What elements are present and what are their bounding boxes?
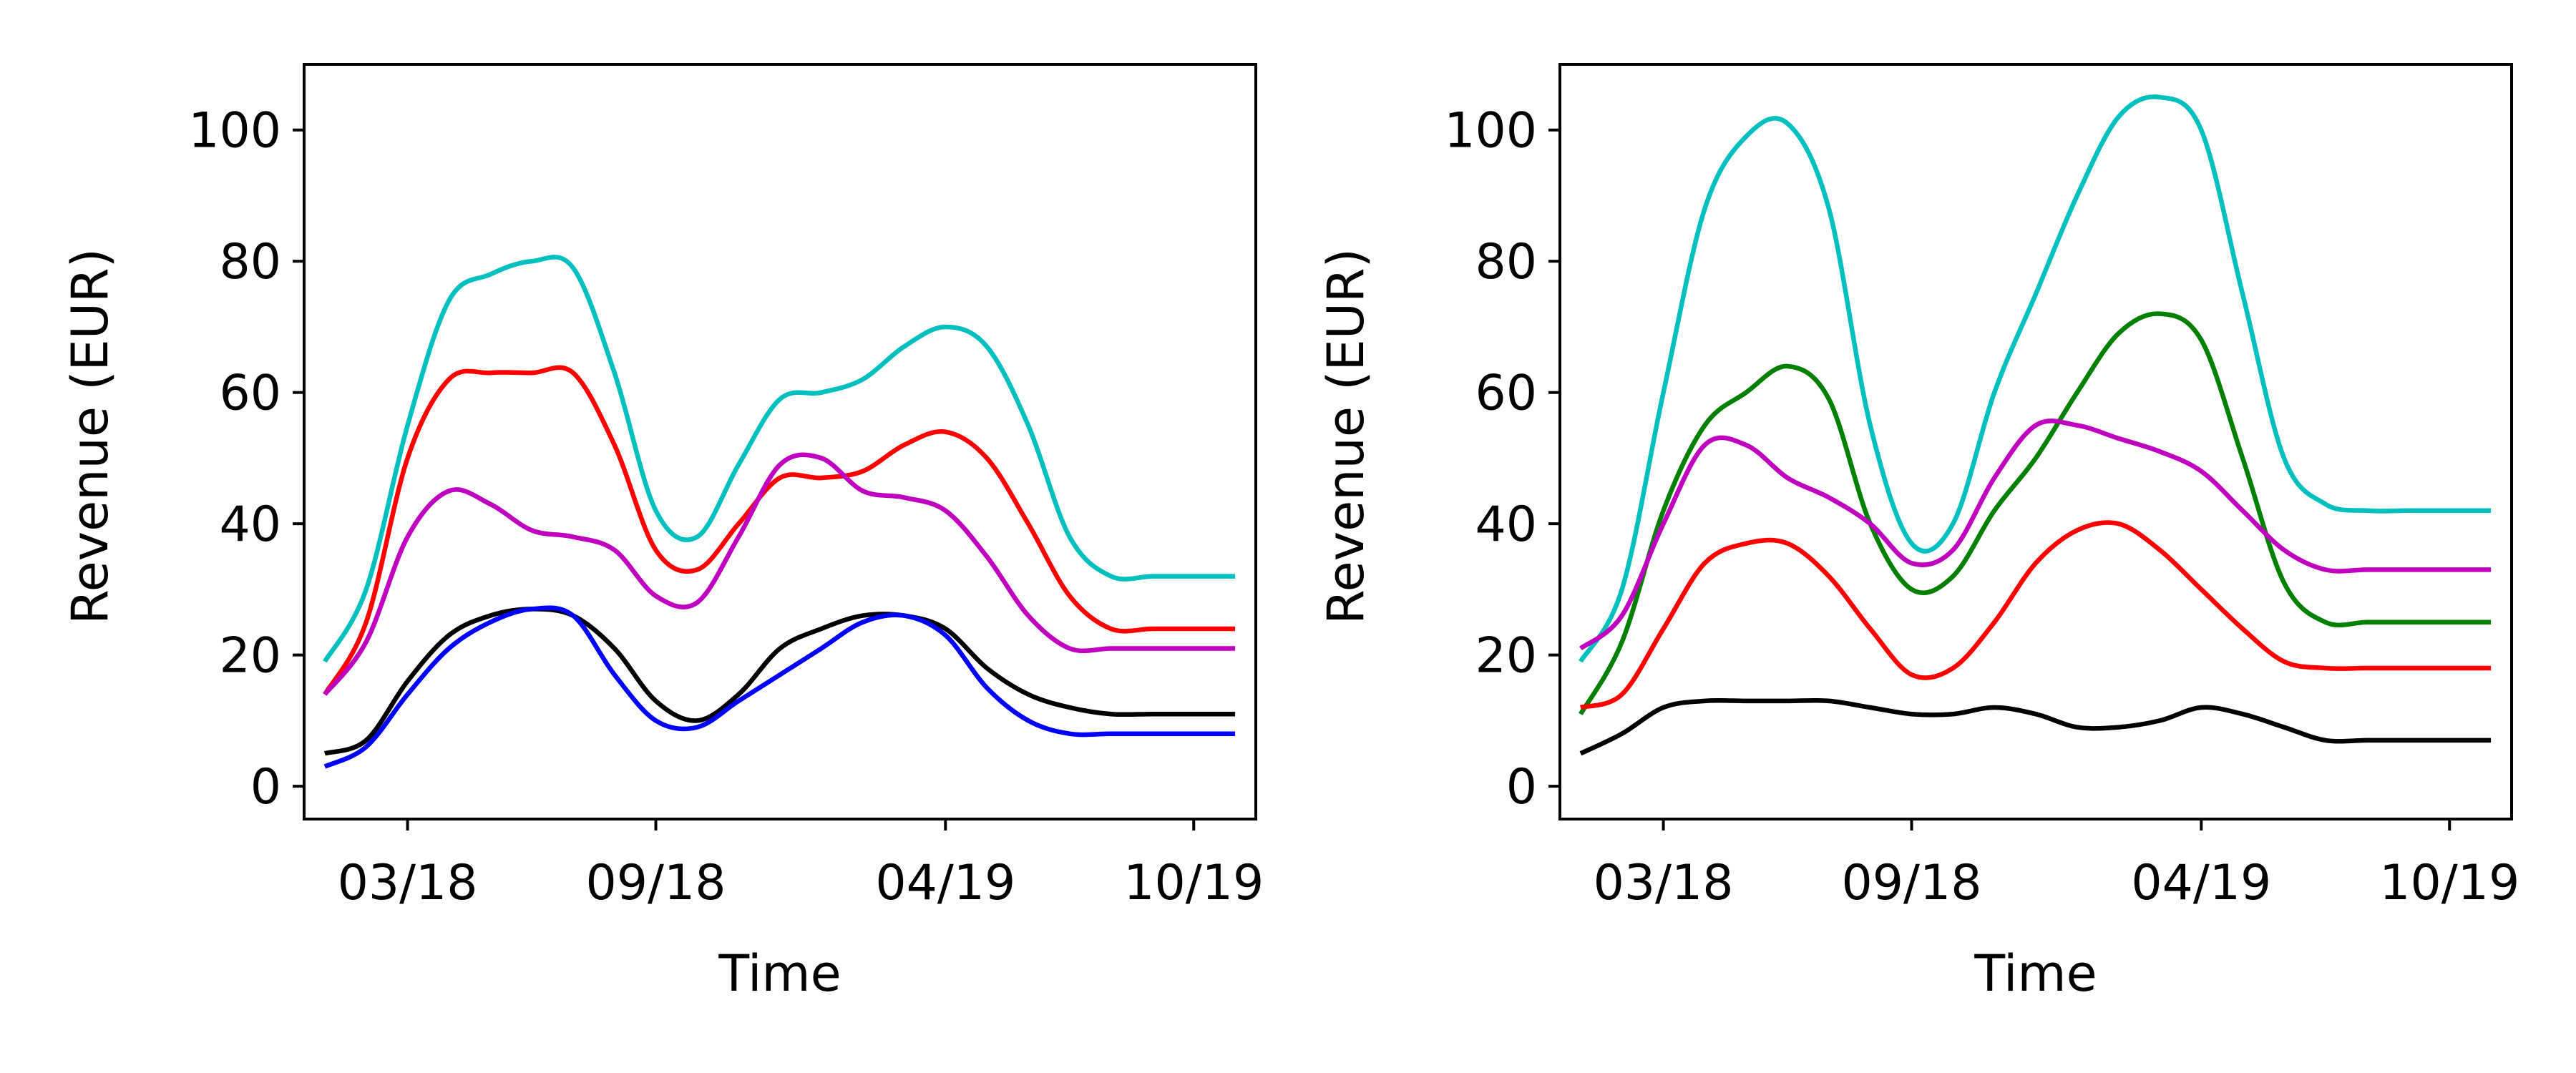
- chart-left-xtick-label-0: 03/18: [338, 855, 478, 911]
- chart-right-axes-frame: [1558, 63, 2513, 820]
- chart-left-ytick-label-1: 20: [219, 628, 281, 685]
- chart-right-series-line-2: [1579, 418, 2492, 651]
- chart-left-ytick-label-3: 60: [219, 366, 281, 422]
- chart-right-xtick-label-1: 09/18: [1842, 855, 1982, 911]
- chart-left-xlabel: Time: [718, 944, 841, 1003]
- chart-right-series-line-0: [1579, 94, 2492, 663]
- chart-right-ytick-label-1: 20: [1475, 628, 1537, 685]
- chart-left-xtick-label-2: 04/19: [875, 855, 1015, 911]
- chart-right-series-line-3: [1579, 520, 2492, 710]
- chart-left-ytick-label-0: 0: [250, 759, 281, 815]
- chart-right-xtick-label-3: 10/19: [2379, 855, 2519, 911]
- chart-left-series-line-1: [323, 365, 1236, 696]
- chart-right-ytick-label-2: 40: [1475, 496, 1537, 553]
- chart-left-series-line-4: [323, 605, 1236, 769]
- chart-right-xtick-label-2: 04/19: [2131, 855, 2271, 911]
- chart-left-series-line-2: [323, 452, 1236, 696]
- chart-left-ytick-label-4: 80: [219, 234, 281, 290]
- chart-left-series-line-3: [323, 607, 1236, 756]
- chart-left-xtick-label-1: 09/18: [586, 855, 726, 911]
- chart-right-ylabel: Revenue (EUR): [1317, 248, 1375, 624]
- chart-right-series-line-1: [1579, 311, 2492, 715]
- chart-right-ytick-label-0: 0: [1506, 759, 1537, 815]
- chart-right-ytick-label-3: 60: [1475, 366, 1537, 422]
- chart-left-series-line-0: [323, 255, 1236, 663]
- chart-left-ytick-label-2: 40: [219, 496, 281, 553]
- chart-right-xlabel: Time: [1974, 944, 2097, 1003]
- chart-left-ylabel: Revenue (EUR): [61, 248, 119, 624]
- chart-right-series-line-4: [1579, 697, 2492, 756]
- chart-left-xtick-label-3: 10/19: [1123, 855, 1264, 911]
- chart-right: Revenue (EUR) Time 0 20 40 60 80 100 03/18 09/1…: [1317, 63, 2519, 1003]
- chart-left-ytick-label-5: 100: [188, 103, 281, 160]
- chart-right-ytick-label-5: 100: [1444, 103, 1537, 160]
- chart-left-axes-frame: [303, 63, 1257, 820]
- chart-left: Revenue (EUR) Time 0 20 40 60 80 100 03/18 09/1…: [61, 63, 1264, 1003]
- chart-right-xtick-label-0: 03/18: [1594, 855, 1734, 911]
- chart-right-ytick-label-4: 80: [1475, 234, 1537, 290]
